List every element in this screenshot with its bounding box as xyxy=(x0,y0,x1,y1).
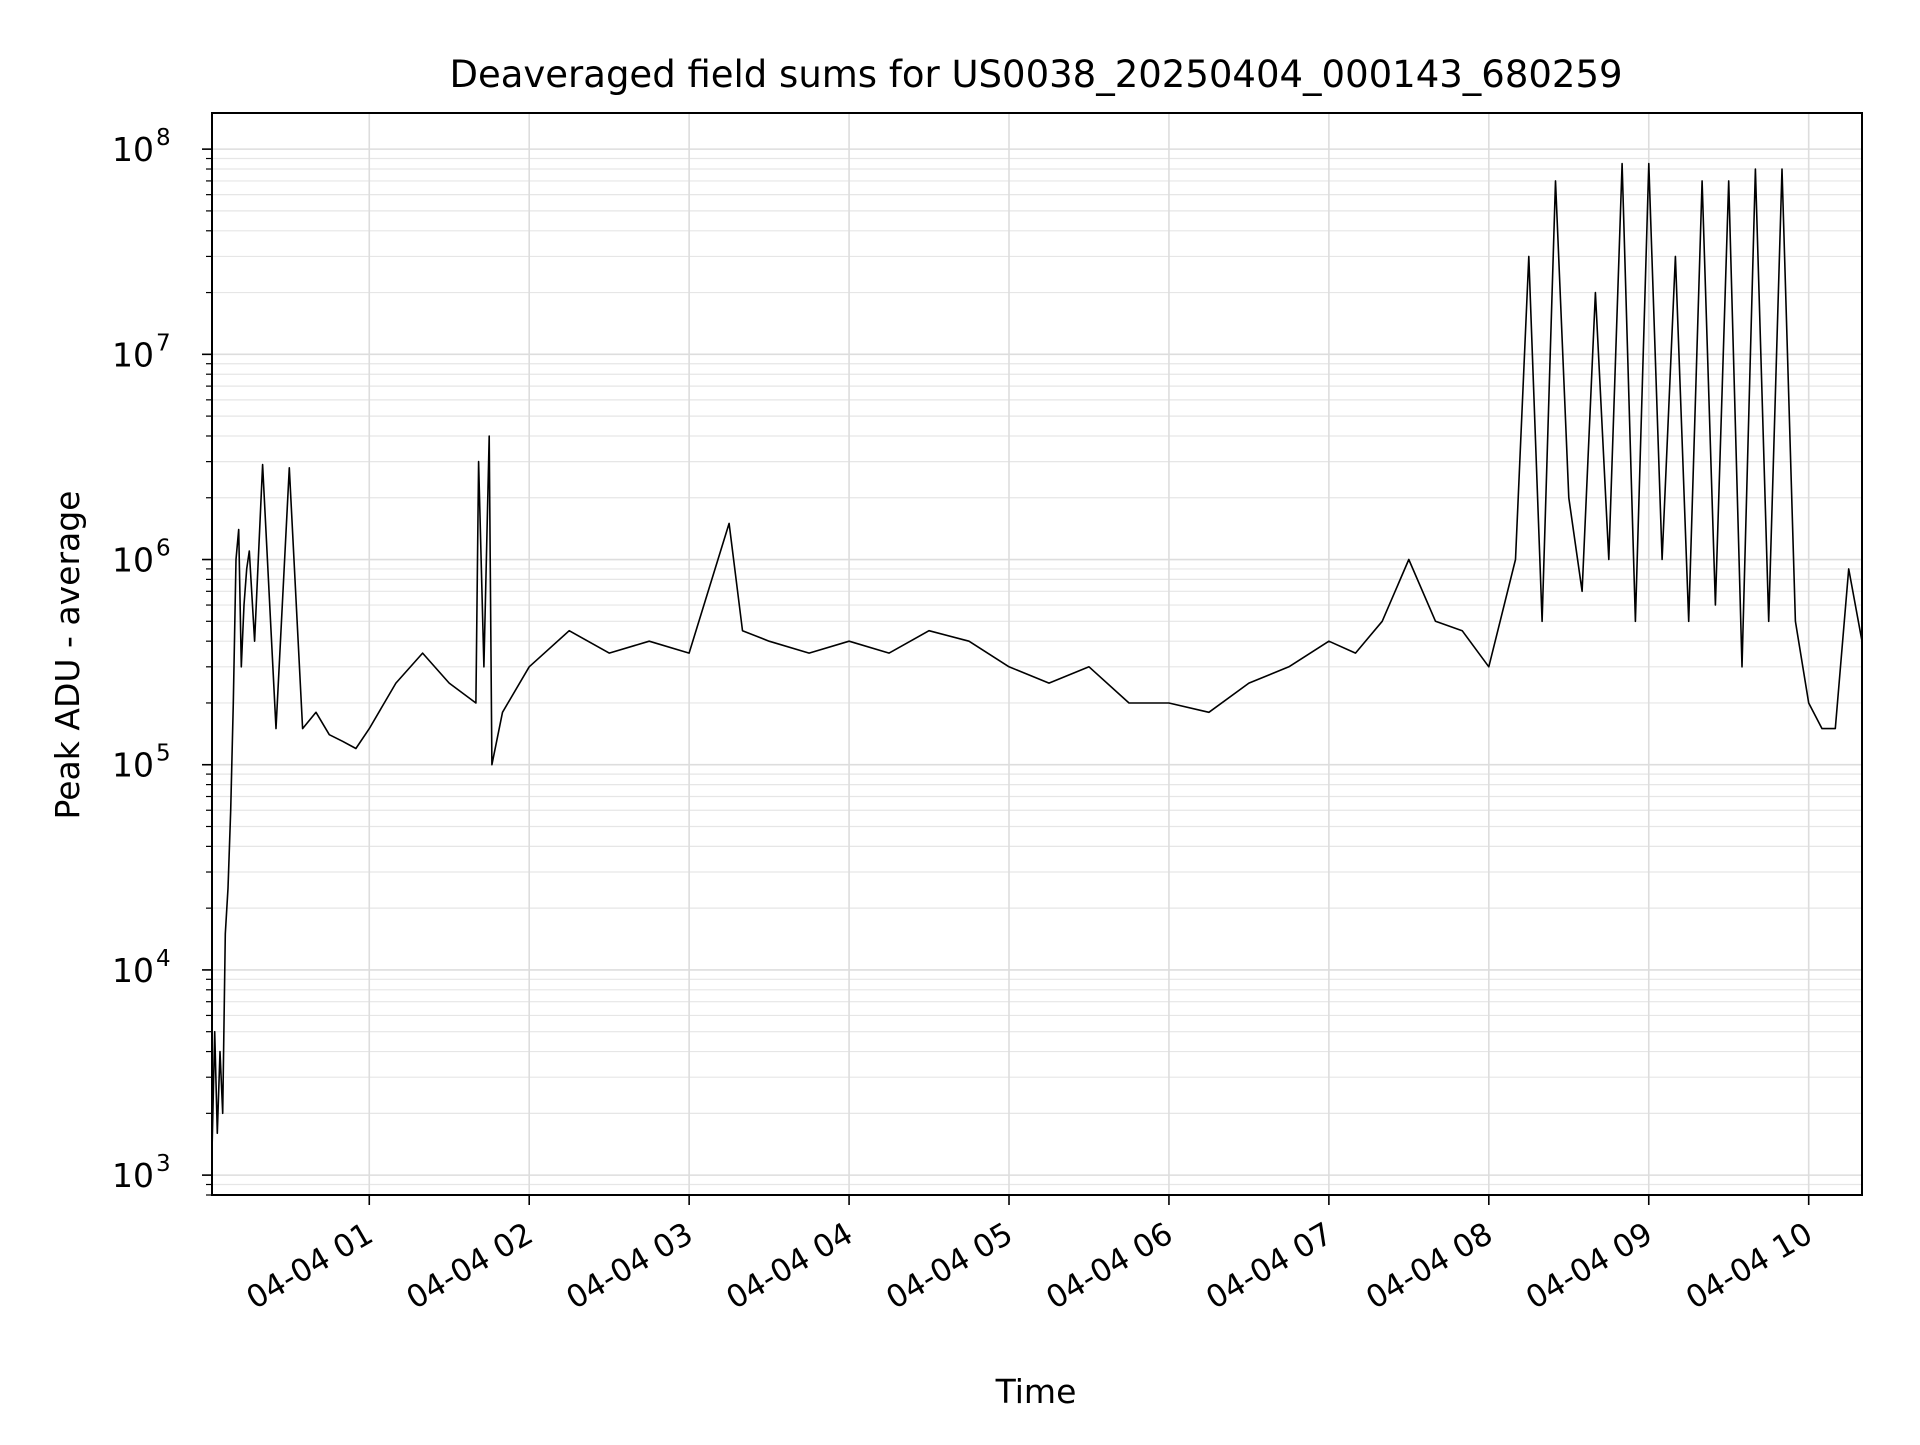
y-tick-exponent: 6 xyxy=(156,536,171,562)
y-tick-exponent: 4 xyxy=(156,946,171,972)
y-axis-label: Peak ADU - average xyxy=(48,491,87,820)
chart-title: Deaveraged field sums for US0038_2025040… xyxy=(449,53,1622,96)
y-tick-exponent: 8 xyxy=(156,125,171,151)
grid xyxy=(212,113,1862,1196)
y-tick-label: 10 xyxy=(112,951,154,990)
x-axis-label: Time xyxy=(995,1372,1077,1411)
series-line xyxy=(211,162,1863,1152)
y-tick-label: 10 xyxy=(112,130,154,169)
y-tick-exponent: 3 xyxy=(156,1151,171,1177)
y-tick-label: 10 xyxy=(112,746,154,785)
y-tick-label: 10 xyxy=(112,541,154,580)
series-group xyxy=(211,162,1863,1152)
y-tick-exponent: 5 xyxy=(156,741,171,767)
y-tick-label: 10 xyxy=(112,1156,154,1195)
plot-frame xyxy=(211,112,1863,1196)
y-tick-label: 10 xyxy=(112,335,154,374)
y-tick-exponent: 7 xyxy=(156,330,171,356)
